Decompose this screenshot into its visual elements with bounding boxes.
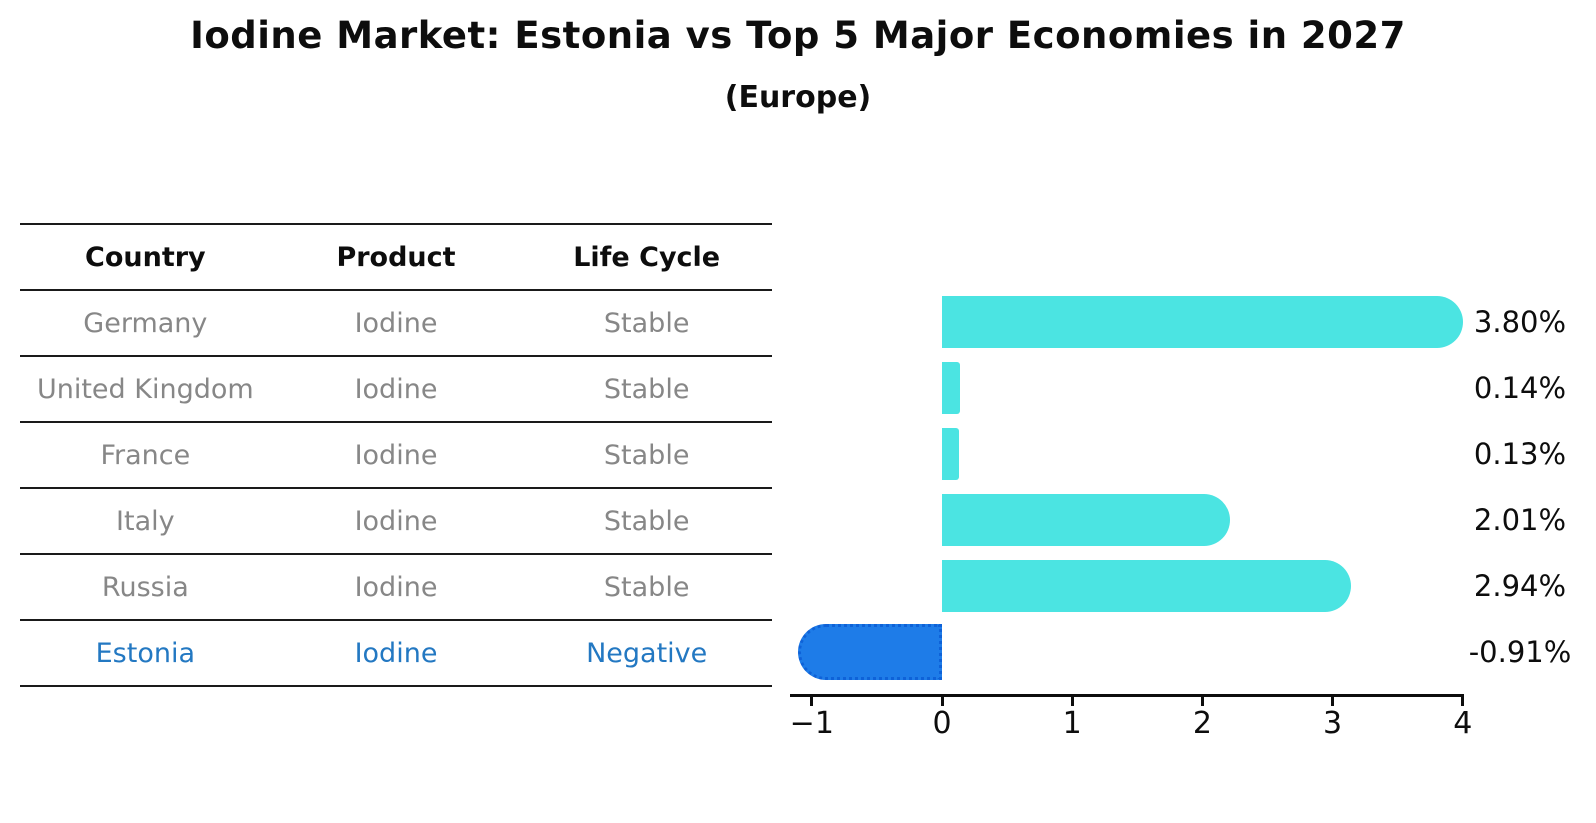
table-row-italy: Italy Iodine Stable bbox=[20, 487, 772, 553]
value-label-germany: 3.80% bbox=[1473, 305, 1567, 339]
x-tick-label-4: 4 bbox=[1453, 706, 1473, 741]
x-tick-label-2: 2 bbox=[1192, 706, 1212, 741]
product-cell: Iodine bbox=[354, 505, 438, 537]
x-tick-3 bbox=[1331, 697, 1335, 706]
lifecycle-cell: Negative bbox=[586, 637, 708, 669]
x-tick-label-0: 0 bbox=[932, 706, 952, 741]
x-tick-0 bbox=[940, 697, 944, 706]
country-cell: Estonia bbox=[95, 637, 196, 669]
column-header-product: Product bbox=[336, 241, 456, 273]
x-axis-line bbox=[789, 694, 1465, 697]
product-cell: Iodine bbox=[354, 307, 438, 339]
bar-germany bbox=[942, 296, 1463, 348]
bar-united-kingdom bbox=[942, 362, 961, 414]
country-cell: Germany bbox=[83, 307, 208, 339]
bar-russia bbox=[942, 560, 1351, 612]
table-row-united-kingdom: United Kingdom Iodine Stable bbox=[20, 355, 772, 421]
lifecycle-cell: Stable bbox=[603, 439, 690, 471]
product-cell: Iodine bbox=[354, 571, 438, 603]
x-tick-label--1: −1 bbox=[789, 706, 834, 741]
bar-estonia bbox=[797, 624, 942, 680]
product-cell: Iodine bbox=[354, 373, 438, 405]
country-table: Country Product Life Cycle Germany Iodine… bbox=[20, 223, 772, 687]
value-label-france: 0.13% bbox=[1473, 437, 1567, 471]
x-tick-4 bbox=[1461, 697, 1465, 706]
x-tick--1 bbox=[810, 697, 814, 706]
x-tick-label-1: 1 bbox=[1062, 706, 1082, 741]
country-cell: Italy bbox=[116, 505, 175, 537]
table-row-russia: Russia Iodine Stable bbox=[20, 553, 772, 619]
country-cell: United Kingdom bbox=[36, 373, 254, 405]
column-header-lifecycle: Life Cycle bbox=[573, 241, 721, 273]
table-row-germany: Germany Iodine Stable bbox=[20, 289, 772, 355]
country-cell: France bbox=[100, 439, 191, 471]
chart-subtitle: (Europe) bbox=[724, 80, 872, 115]
value-label-united-kingdom: 0.14% bbox=[1473, 371, 1567, 405]
table-row-estonia: Estonia Iodine Negative bbox=[20, 619, 772, 685]
lifecycle-cell: Stable bbox=[603, 373, 690, 405]
x-tick-1 bbox=[1070, 697, 1074, 706]
bar-france bbox=[942, 428, 959, 480]
table-header-row: Country Product Life Cycle bbox=[20, 223, 772, 289]
lifecycle-cell: Stable bbox=[603, 307, 690, 339]
chart-title: Iodine Market: Estonia vs Top 5 Major Ec… bbox=[190, 14, 1406, 57]
value-label-estonia: -0.91% bbox=[1468, 635, 1572, 669]
bar-italy bbox=[942, 494, 1230, 546]
x-tick-2 bbox=[1200, 697, 1204, 706]
country-cell: Russia bbox=[101, 571, 189, 603]
table-row-france: France Iodine Stable bbox=[20, 421, 772, 487]
column-header-country: Country bbox=[85, 241, 206, 273]
value-label-russia: 2.94% bbox=[1473, 569, 1567, 603]
product-cell: Iodine bbox=[354, 637, 438, 669]
value-label-italy: 2.01% bbox=[1473, 503, 1567, 537]
lifecycle-cell: Stable bbox=[603, 571, 690, 603]
lifecycle-cell: Stable bbox=[603, 505, 690, 537]
x-tick-label-3: 3 bbox=[1323, 706, 1343, 741]
product-cell: Iodine bbox=[354, 439, 438, 471]
